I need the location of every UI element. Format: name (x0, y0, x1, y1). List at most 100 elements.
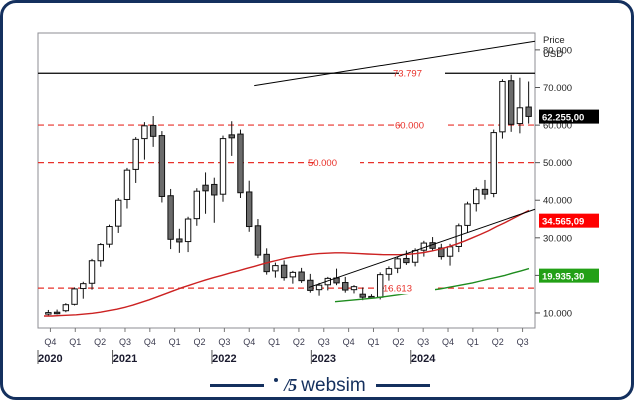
candle-body[interactable] (245, 191, 253, 228)
price-badge-label-support-price: 19.935,30 (542, 271, 584, 282)
footer-branding: /5 websim (3, 372, 631, 397)
candle-body[interactable] (411, 250, 419, 263)
level-label-50.000: 50.000 (308, 158, 337, 169)
candle-body[interactable] (473, 189, 480, 205)
x-year-label: 2020 (38, 353, 62, 365)
candle-body[interactable] (202, 184, 209, 192)
brand-mark-icon: /5 (284, 375, 297, 395)
candle-body[interactable] (184, 218, 192, 243)
candle-body[interactable] (272, 265, 279, 272)
level-label-bg (314, 155, 360, 169)
candle-body[interactable] (88, 260, 96, 284)
price-badge-resistance-price[interactable] (539, 213, 599, 228)
x-quarter-label: Q3 (517, 337, 529, 347)
y-tick-label: 70.000 (543, 83, 572, 94)
candle-body[interactable] (219, 138, 227, 195)
candle-body[interactable] (158, 135, 166, 197)
x-quarter-label: Q2 (194, 337, 206, 347)
y-tick-label: 60.000 (543, 121, 572, 132)
candle-body[interactable] (45, 312, 52, 315)
footer-rule-right (375, 383, 430, 387)
candle-body[interactable] (167, 195, 174, 240)
x-quarter-label: Q3 (218, 337, 230, 347)
brand-logo: /5 websim (274, 374, 366, 396)
candle-body[interactable] (446, 246, 454, 257)
price-badge-label-resistance-price: 34.565,09 (542, 216, 584, 227)
candle-body[interactable] (507, 80, 515, 125)
candle-body[interactable] (106, 226, 113, 245)
x-quarter-label: Q1 (69, 337, 81, 347)
candle-body[interactable] (149, 124, 157, 137)
candle-body[interactable] (280, 264, 288, 279)
candle-body[interactable] (289, 271, 297, 278)
candle-body[interactable] (307, 279, 314, 291)
candle-body[interactable] (525, 106, 532, 117)
x-quarter-label: Q3 (119, 337, 131, 347)
candle-body[interactable] (438, 247, 445, 258)
candle-body[interactable] (298, 271, 305, 282)
price-badge-support-price[interactable] (539, 268, 599, 283)
x-quarter-label: Q1 (268, 337, 280, 347)
candle-body[interactable] (481, 188, 489, 195)
candle-body[interactable] (97, 244, 104, 262)
upper-trendline[interactable] (254, 40, 536, 87)
y-axis-title-currency: USD (543, 49, 563, 60)
level-label-16.613: 16.613 (383, 284, 412, 295)
y-tick-label: 40.000 (543, 196, 572, 207)
y-tick-label: 50.000 (543, 158, 572, 169)
x-quarter-label: Q1 (367, 337, 379, 347)
candle-body[interactable] (176, 238, 183, 243)
x-quarter-label: Q1 (467, 337, 479, 347)
candle-body[interactable] (499, 80, 506, 133)
candle-body[interactable] (193, 190, 201, 220)
price-chart[interactable]: 10.00020.00030.00040.00050.00060.00070.0… (3, 3, 634, 400)
candle-body[interactable] (71, 288, 78, 305)
x-year-label: 2021 (113, 353, 137, 365)
plot-area[interactable] (37, 32, 536, 329)
x-quarter-label: Q3 (318, 337, 330, 347)
y-tick-label: 30.000 (543, 233, 572, 244)
x-year-label: 2022 (212, 353, 236, 365)
level-label-60.000: 60.000 (395, 121, 424, 132)
candle-body[interactable] (342, 282, 349, 291)
candle-body[interactable] (80, 283, 87, 290)
candle-body[interactable] (315, 284, 323, 291)
brand-name: websim (301, 374, 366, 396)
candle-body[interactable] (516, 107, 524, 125)
brand-dot-icon (274, 378, 279, 382)
x-quarter-label: Q2 (392, 337, 404, 347)
y-tick-label: 80.000 (543, 45, 572, 56)
candle-body[interactable] (394, 258, 401, 269)
x-quarter-label: Q4 (44, 337, 56, 347)
candle-body[interactable] (403, 257, 410, 264)
candle-body[interactable] (350, 286, 358, 291)
x-quarter-label: Q2 (492, 337, 504, 347)
candle-body[interactable] (237, 133, 244, 194)
candle-body[interactable] (123, 169, 131, 200)
candle-body[interactable] (464, 203, 471, 226)
candle-body[interactable] (359, 293, 366, 298)
candle-body[interactable] (141, 125, 148, 140)
candle-body[interactable] (132, 138, 139, 170)
chart-canvas[interactable]: 10.00020.00030.00040.00050.00060.00070.0… (3, 3, 634, 400)
level-label-73.797: 73.797 (393, 69, 422, 80)
lower-trendline[interactable] (308, 208, 536, 288)
candle-body[interactable] (490, 132, 497, 194)
candle-body[interactable] (115, 199, 122, 227)
ma-red (44, 209, 530, 317)
x-quarter-label: Q4 (442, 337, 454, 347)
level-label-bg (401, 118, 447, 132)
x-quarter-label: Q2 (94, 337, 106, 347)
candle-body[interactable] (385, 268, 393, 275)
candle-body[interactable] (254, 225, 262, 256)
x-quarter-label: Q1 (169, 337, 181, 347)
price-badge-last-price[interactable] (539, 109, 599, 124)
candle-body[interactable] (53, 311, 61, 315)
level-label-bg (389, 281, 435, 295)
level-label-bg (399, 66, 445, 80)
x-quarter-label: Q3 (417, 337, 429, 347)
candle-body[interactable] (62, 304, 70, 312)
candle-body[interactable] (228, 134, 235, 139)
candle-body[interactable] (211, 183, 218, 196)
